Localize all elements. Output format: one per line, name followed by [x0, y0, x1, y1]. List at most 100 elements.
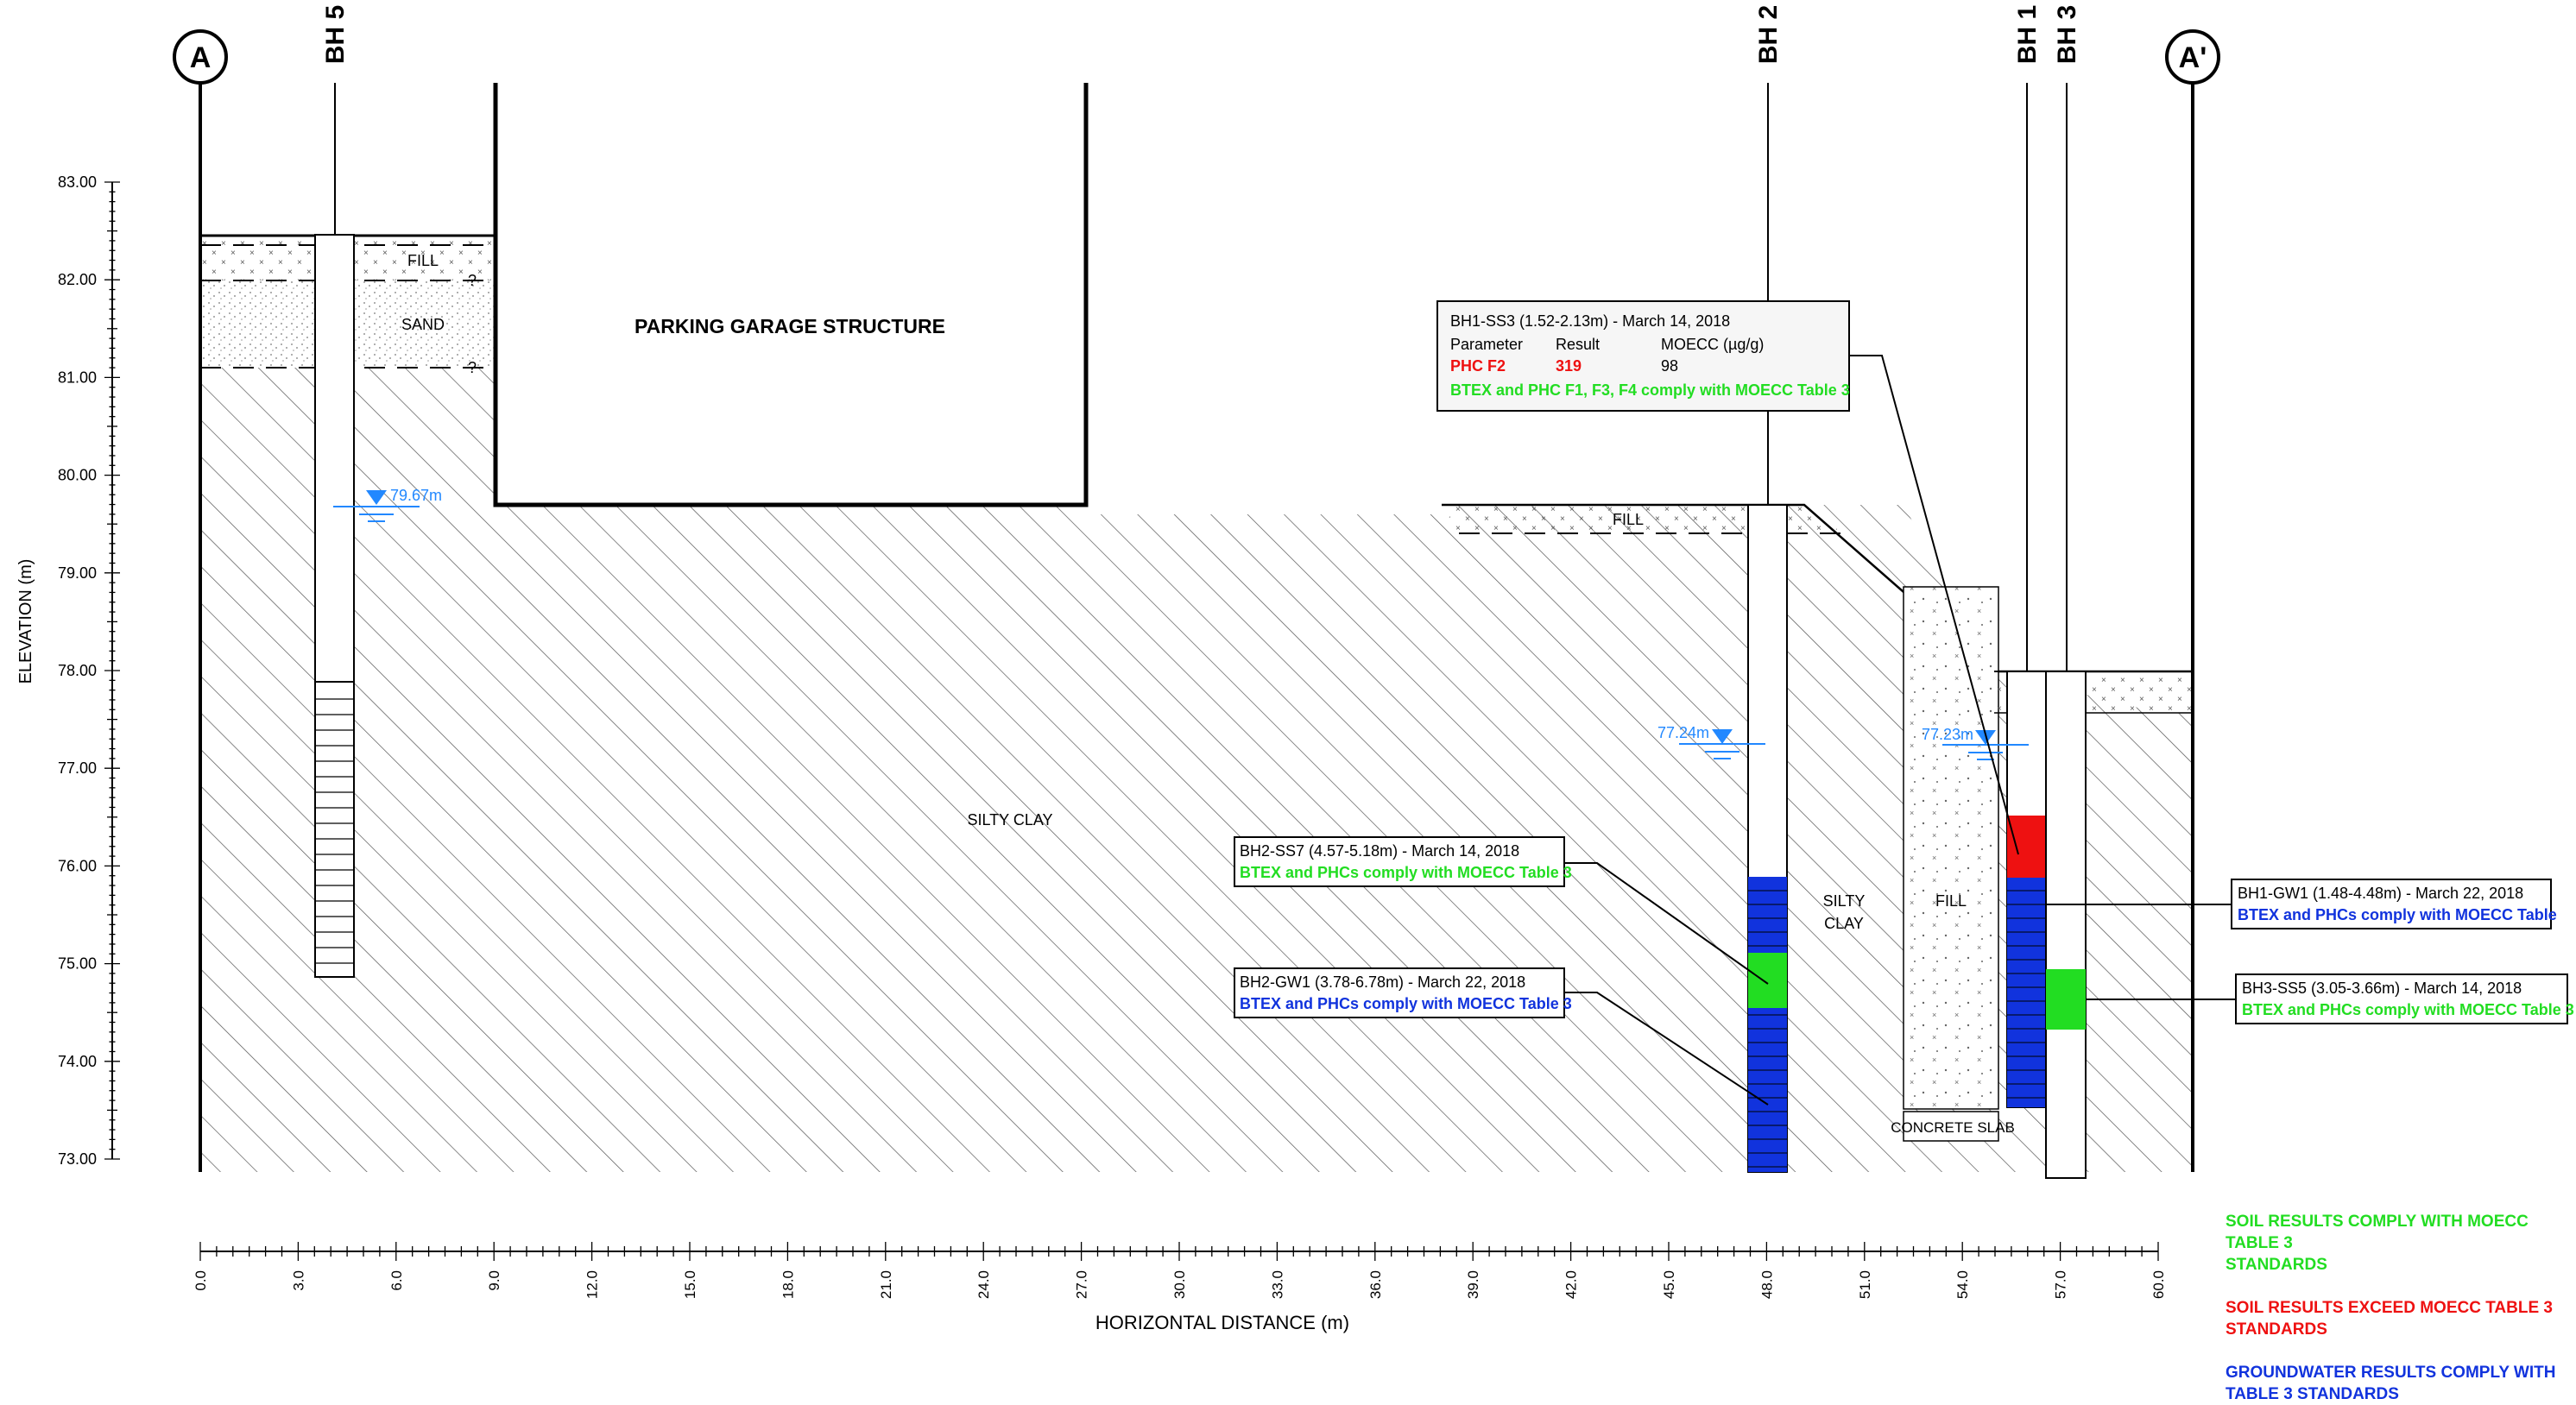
borehole-label-bh2: BH 2 [1754, 5, 1783, 64]
x-axis-title: HORIZONTAL DISTANCE (m) [1095, 1312, 1349, 1333]
legend-soil-comply-line2: STANDARDS [2226, 1256, 2327, 1274]
y-tick-label: 80.00 [58, 467, 97, 484]
callout-bh1-ss3: BH1-SS3 (1.52-2.13m) - March 14, 2018 Pa… [1436, 300, 1850, 412]
x-tick-label: 3.0 [290, 1270, 306, 1291]
callout-bh1-ss3-col-result: Result [1556, 336, 1600, 353]
y-axis-title: ELEVATION (m) [16, 559, 35, 684]
callout-bh1-ss3-note: BTEX and PHC F1, F3, F4 comply with MOEC… [1450, 381, 1850, 399]
callout-bh2-gw1: BH2-GW1 (3.78-6.78m) - March 22, 2018 BT… [1234, 967, 1572, 1018]
borehole-bh3 [2045, 671, 2087, 1179]
x-tick-label: 21.0 [878, 1270, 894, 1299]
y-axis: 73.00 74.00 75.00 76.00 77.00 78.00 79.00 80.00… [58, 173, 120, 1168]
y-tick-label: 75.00 [58, 955, 97, 973]
y-tick-label: 83.00 [58, 173, 97, 191]
callout-bh1-ss3-standard: 98 [1661, 357, 1678, 375]
silty-clay-stratum [200, 368, 2193, 1172]
section-marker-a [173, 29, 228, 85]
callout-bh1-ss3-result: 319 [1556, 357, 1582, 375]
x-tick-label: 33.0 [1269, 1270, 1285, 1299]
label-sand: SAND [401, 316, 445, 333]
y-tick-label: 82.00 [58, 271, 97, 288]
x-tick-label: 48.0 [1758, 1270, 1775, 1299]
x-tick-label: 57.0 [2053, 1270, 2069, 1299]
x-tick-label: 12.0 [584, 1270, 601, 1299]
bh3-soil-sample-ss5 [2046, 969, 2086, 1030]
section-marker-a-prime [2165, 29, 2220, 85]
y-tick-label: 76.00 [58, 857, 97, 874]
bh5-screen [314, 681, 355, 978]
callout-bh1-gw1: BH1-GW1 (1.48-4.48m) - March 22, 2018 BT… [2231, 879, 2557, 929]
callout-bh1-ss3-param: PHC F2 [1450, 357, 1506, 375]
parking-garage-structure [496, 83, 1086, 506]
legend: SOIL RESULTS COMPLY WITH MOECC TABLE 3 S… [2226, 1211, 2571, 1405]
label-fill-right: FILL [1935, 892, 1967, 910]
x-tick-label: 0.0 [193, 1270, 209, 1291]
y-tick-label: 81.00 [58, 369, 97, 386]
callout-bh2-ss7-title: BH2-SS7 (4.57-5.18m) - March 14, 2018 [1240, 842, 1519, 860]
x-tick-label: 6.0 [388, 1270, 405, 1291]
label-silty: SILTY [1823, 892, 1866, 910]
section-marker-a-prime-label: A' [2179, 41, 2207, 74]
label-silty-clay: SILTY CLAY [967, 811, 1052, 829]
x-tick-label: 60.0 [2150, 1270, 2167, 1299]
x-tick-label: 30.0 [1171, 1270, 1188, 1299]
x-tick-label: 54.0 [1954, 1270, 1971, 1299]
legend-soil-comply: SOIL RESULTS COMPLY WITH MOECC TABLE 3 S… [2226, 1211, 2571, 1276]
legend-soil-exceed-line2: STANDARDS [2226, 1320, 2327, 1339]
callout-bh1-ss3-col-parameter: Parameter [1450, 336, 1523, 353]
label-fill-bh5: FILL [407, 252, 439, 269]
y-tick-label: 74.00 [58, 1053, 97, 1070]
label-question-2: ? [468, 359, 477, 376]
y-tick-label: 73.00 [58, 1150, 97, 1168]
legend-soil-comply-line1: SOIL RESULTS COMPLY WITH MOECC TABLE 3 [2226, 1213, 2529, 1252]
fill-stratum-bh2 [1442, 505, 1843, 533]
x-tick-label: 9.0 [486, 1270, 502, 1291]
label-clay: CLAY [1824, 915, 1864, 932]
x-tick-label: 45.0 [1661, 1270, 1677, 1299]
legend-groundwater-comply-line1: GROUNDWATER RESULTS COMPLY WITH [2226, 1364, 2556, 1382]
water-level-label-bh2: 77.24m [1657, 724, 1709, 741]
bh2-gw-screen-lower [1748, 1008, 1787, 1172]
bh1-soil-sample-ss3 [2007, 816, 2046, 878]
callout-bh2-ss7: BH2-SS7 (4.57-5.18m) - March 14, 2018 BT… [1234, 836, 1572, 887]
section-marker-a-label: A [190, 41, 212, 74]
water-level-label-bh5: 79.67m [390, 487, 442, 504]
bh2-gw-screen-upper [1748, 877, 1787, 953]
label-parking-garage: PARKING GARAGE STRUCTURE [635, 315, 945, 337]
callout-bh2-gw1-title: BH2-GW1 (3.78-6.78m) - March 22, 2018 [1240, 973, 1525, 991]
legend-groundwater-comply-line2: TABLE 3 STANDARDS [2226, 1385, 2399, 1403]
callout-bh1-gw1-title: BH1-GW1 (1.48-4.48m) - March 22, 2018 [2238, 885, 2523, 902]
legend-soil-exceed-line1: SOIL RESULTS EXCEED MOECC TABLE 3 [2226, 1299, 2553, 1317]
borehole-label-bh1: BH 1 [2013, 5, 2042, 64]
x-axis: 0.0 3.0 6.0 9.0 12.0 15.0 18.0 21.0 24.0 27.0 30.0… [193, 1242, 2167, 1299]
x-tick-label: 24.0 [975, 1270, 992, 1299]
label-concrete-slab: CONCRETE SLAB [1891, 1119, 2015, 1136]
bh1-gw-screen [2007, 878, 2046, 1107]
callout-bh3-ss5-note: BTEX and PHCs comply with MOECC Table 3 [2242, 1001, 2574, 1018]
water-level-icon-bh2 [1679, 729, 1765, 759]
x-tick-label: 42.0 [1563, 1270, 1580, 1299]
borehole-label-bh3: BH 3 [2053, 5, 2081, 64]
callout-bh3-ss5-title: BH3-SS5 (3.05-3.66m) - March 14, 2018 [2242, 980, 2522, 997]
callout-bh3-ss5: BH3-SS5 (3.05-3.66m) - March 14, 2018 BT… [2235, 973, 2574, 1024]
label-question-1: ? [468, 272, 477, 289]
bh2-soil-sample-ss7 [1748, 953, 1787, 1008]
x-tick-label: 27.0 [1074, 1270, 1090, 1299]
x-tick-label: 39.0 [1465, 1270, 1481, 1299]
borehole-label-bh5: BH 5 [321, 5, 350, 64]
legend-soil-exceed: SOIL RESULTS EXCEED MOECC TABLE 3 STANDA… [2226, 1297, 2571, 1340]
callout-bh1-ss3-title: BH1-SS3 (1.52-2.13m) - March 14, 2018 [1450, 312, 1730, 330]
water-level-label-bh1: 77.23m [1922, 726, 1973, 743]
callout-bh1-ss3-col-standard: MOECC (µg/g) [1661, 336, 1764, 353]
x-tick-label: 36.0 [1367, 1270, 1384, 1299]
y-tick-label: 79.00 [58, 564, 97, 582]
callout-bh1-gw1-note: BTEX and PHCs comply with MOECC Table [2238, 906, 2557, 923]
y-tick-label: 77.00 [58, 759, 97, 777]
concrete-slab-box [1903, 1111, 1999, 1142]
y-tick-label: 78.00 [58, 662, 97, 679]
legend-groundwater-comply: GROUNDWATER RESULTS COMPLY WITH TABLE 3 … [2226, 1362, 2571, 1405]
water-level-icon-bh5 [333, 490, 420, 522]
callout-bh2-ss7-note: BTEX and PHCs comply with MOECC Table 3 [1240, 864, 1572, 881]
x-tick-label: 15.0 [682, 1270, 698, 1299]
